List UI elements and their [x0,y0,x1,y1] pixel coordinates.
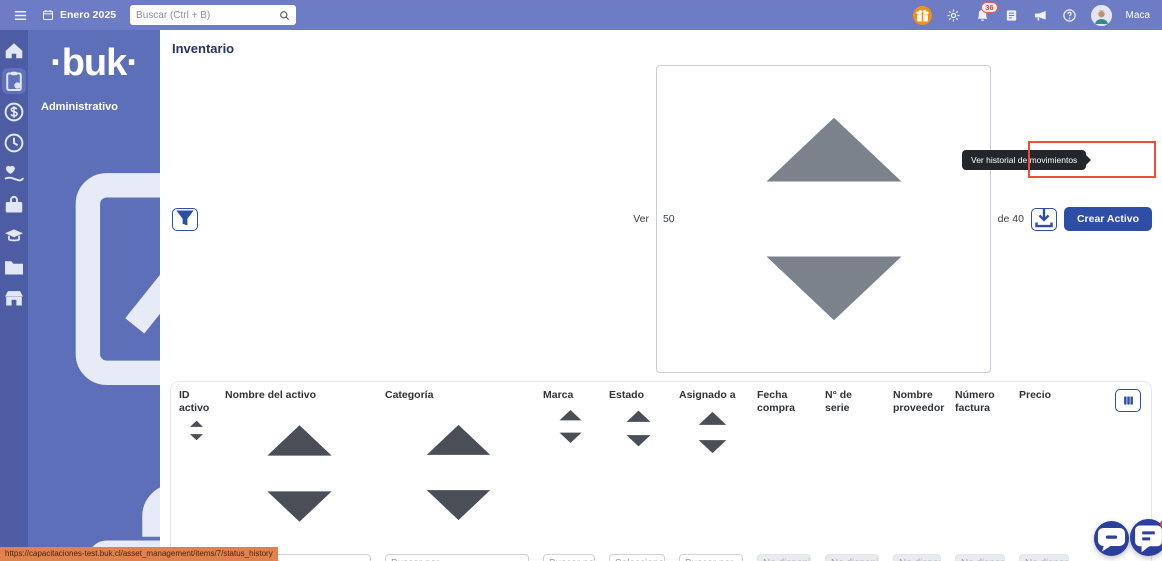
column-header-estado[interactable]: Estado [601,382,671,552]
bubble-minus-icon [1094,521,1129,556]
column-header-marca[interactable]: Marca [535,382,601,552]
assets-rail-icon[interactable] [2,68,26,94]
sidebar-section-label: Administrativo [28,92,160,122]
filter-button[interactable] [172,208,198,231]
column-header-categoria[interactable]: Categoría [377,382,535,552]
pagesize-ver-label: Ver [633,213,649,225]
attendance-clock-icon[interactable] [2,130,26,156]
filter-select-estado[interactable]: Seleccionar▾ [609,554,665,561]
history-tooltip: Ver historial de movimientos [962,150,1086,170]
rewards-icon[interactable] [913,6,932,25]
topbar: Enero 2025 Buscar (Ctrl + B) 36 Maca [0,0,1162,30]
culture-icon[interactable] [2,192,26,218]
user-name: Maca [1126,10,1150,21]
filter-disabled-fecha: No disponible [757,554,811,561]
global-search-input[interactable]: Buscar (Ctrl + B) [130,5,296,25]
column-header-factura: Número factura [947,382,1011,552]
period-label: Enero 2025 [60,9,116,21]
sidebar-item-empleados[interactable]: Empleados [28,436,160,561]
filter-input-categoria[interactable]: Buscar por... [385,554,529,561]
sidebar-menu: Panel de ControlEmpleadosOrganizaciónAsi… [28,122,160,561]
benefits-icon[interactable] [2,161,26,187]
column-header-proveedor: Nombre proveedor [885,382,947,552]
home-icon[interactable] [2,37,26,63]
filter-disabled-proveedor: No disponible [893,554,941,561]
inventory-table: ID activoNombre del activoCategoríaMarca… [171,382,1152,561]
column-header-serie: N° de serie [817,382,885,552]
caret-updown-icon [684,69,984,369]
sort-icon[interactable] [612,402,665,455]
calendar-icon [42,9,54,21]
filter-input-marca[interactable]: Buscar por [543,554,595,561]
export-button[interactable] [1031,208,1057,231]
documents-folder-icon[interactable] [2,254,26,280]
search-icon [279,10,290,21]
sidebar-item-panel-de-control[interactable]: Panel de Control [28,122,160,436]
notifications-button[interactable]: 36 [975,8,990,23]
sort-icon[interactable] [546,402,595,451]
filter-disabled-precio: No disponible [1019,554,1069,561]
column-header-asignado[interactable]: Asignado a [671,382,749,552]
chat-button[interactable] [1130,519,1162,556]
funnel-icon [173,206,197,233]
pagesize-total-label: de 40 [998,213,1024,225]
main-content: Inventario Ver 50 de 40 Crear Activo [160,30,1162,561]
sort-icon[interactable] [228,402,371,545]
icon-rail [0,30,28,561]
hamburger-menu-icon[interactable] [13,8,28,23]
columns-button[interactable] [1115,389,1141,412]
column-header-nombre[interactable]: Nombre del activo [217,382,377,552]
column-header-precio: Precio [1011,382,1075,552]
page-size-select[interactable]: 50 [656,65,991,373]
sort-icon[interactable] [682,402,743,463]
chat-minimize-button[interactable] [1094,521,1129,556]
search-placeholder: Buscar (Ctrl + B) [136,10,210,21]
sidebar: ·buk· Administrativo Panel de ControlEmp… [28,30,160,561]
gear-icon[interactable] [946,8,961,23]
page-title: Inventario [172,41,1162,56]
buk-logo: ·buk· [28,30,160,92]
columns-icon [1122,394,1135,407]
avatar[interactable] [1091,5,1112,26]
period-selector[interactable]: Enero 2025 [42,9,116,21]
column-header-fecha: Fecha compra [749,382,817,552]
chat-icon [1130,519,1162,556]
link-preview-statusbar: https://capacitaciones-test.buk.cl/asset… [0,547,278,561]
remunerations-icon[interactable] [2,99,26,125]
column-header-id[interactable]: ID activo [171,382,217,552]
marketplace-icon[interactable] [2,285,26,311]
screen: Enero 2025 Buscar (Ctrl + B) 36 Maca ·bu… [0,0,1162,561]
filter-disabled-serie: No disponible [825,554,879,561]
announcements-icon[interactable] [1033,8,1048,23]
filter-input-asignado[interactable]: Buscar por... [679,554,743,561]
sort-icon[interactable] [182,416,211,445]
create-asset-button[interactable]: Crear Activo [1064,207,1152,231]
download-icon [1032,206,1056,233]
page-size-value: 50 [663,213,675,225]
help-icon[interactable] [1062,8,1077,23]
filter-disabled-factura: No disponible [955,554,1005,561]
sort-icon[interactable] [388,402,529,543]
training-icon[interactable] [2,223,26,249]
feedback-icon[interactable] [1004,8,1019,23]
inventory-table-card: ID activoNombre del activoCategoríaMarca… [170,381,1152,561]
notification-badge: 36 [981,2,997,13]
